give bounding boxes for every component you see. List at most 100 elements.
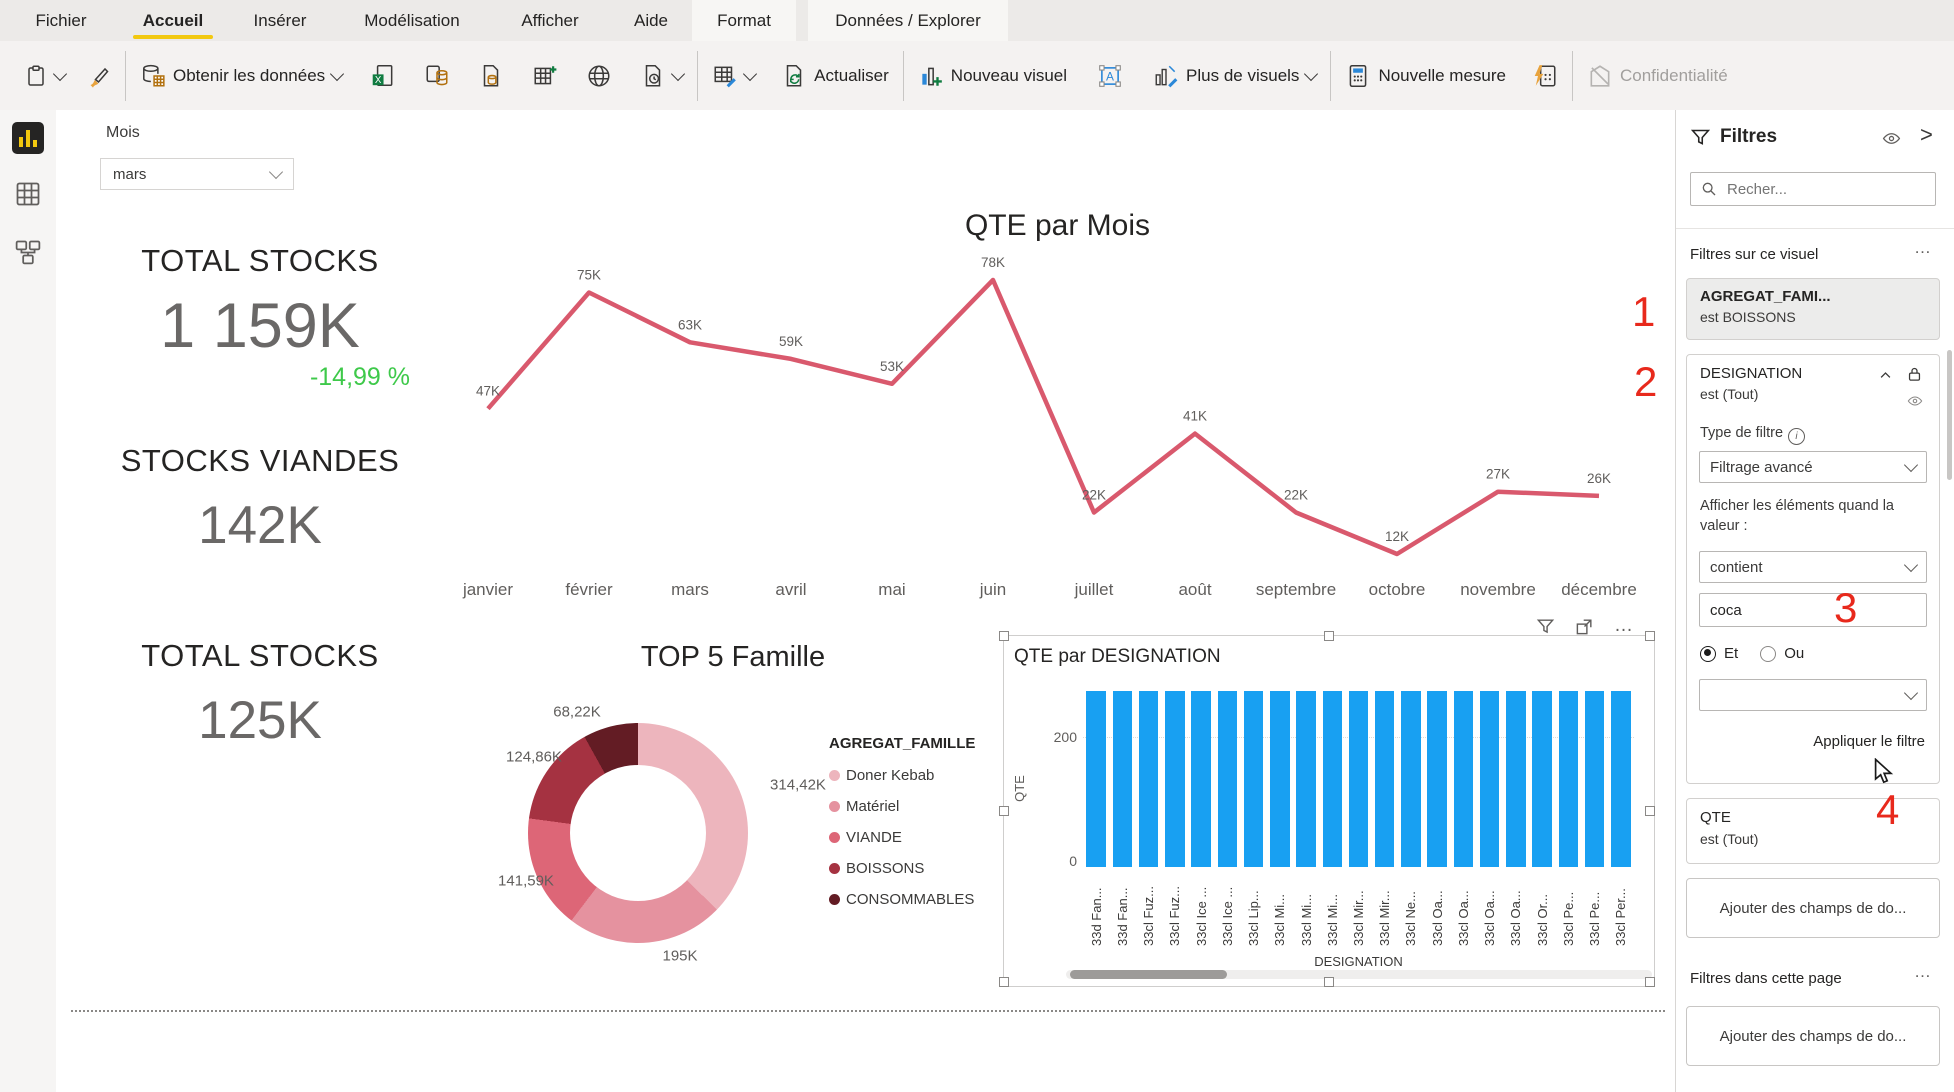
paste-button[interactable] — [24, 64, 65, 88]
refresh-icon — [781, 63, 807, 89]
legend-item[interactable]: VIANDE — [829, 822, 975, 853]
quick-measure-button[interactable] — [1532, 63, 1558, 89]
section-more-icon[interactable]: … — [1914, 238, 1931, 258]
data-point-label: 22K — [1082, 487, 1106, 502]
annotation-4: 4 — [1876, 786, 1899, 834]
tab-donnees-explorer[interactable]: Données / Explorer — [808, 0, 1008, 41]
info-icon: i — [1788, 428, 1805, 445]
kpi-total-stocks2-title: TOTAL STOCKS — [90, 638, 430, 674]
focus-mode-icon[interactable] — [1575, 617, 1594, 636]
chevron-up-icon[interactable] — [1878, 368, 1893, 383]
filter-funnel-icon[interactable] — [1536, 617, 1555, 636]
model-view-button[interactable] — [14, 238, 42, 271]
chevron-down-icon — [743, 66, 757, 80]
tab-inserer[interactable]: Insérer — [243, 0, 317, 41]
eye-icon[interactable] — [1882, 129, 1901, 148]
section-more-icon[interactable]: … — [1914, 962, 1931, 982]
panel-divider — [1676, 228, 1954, 229]
filter-value-input[interactable] — [1699, 593, 1927, 627]
report-view-icon — [12, 122, 44, 154]
x-axis-month-label: février — [565, 580, 613, 599]
filter-card-designation[interactable]: DESIGNATION est (Tout) Type de filtrei F… — [1686, 354, 1940, 784]
bar-chart-scrollbar-thumb[interactable] — [1070, 970, 1227, 979]
tab-aide[interactable]: Aide — [626, 0, 676, 41]
eye-icon[interactable] — [1907, 393, 1923, 409]
tab-afficher[interactable]: Afficher — [508, 0, 592, 41]
dataverse-button[interactable] — [424, 63, 450, 89]
recent-sources-button[interactable] — [640, 63, 683, 89]
month-slicer-dropdown[interactable]: mars — [100, 158, 294, 190]
filters-funnel-icon — [1690, 127, 1711, 148]
apply-filter-link[interactable]: Appliquer le filtre — [1813, 733, 1925, 750]
resize-handle-ne[interactable] — [1645, 631, 1655, 641]
data-point-label: 63K — [678, 317, 702, 332]
filter-search-input[interactable] — [1725, 180, 1909, 199]
data-point-label: 53K — [880, 359, 904, 374]
more-options-icon[interactable]: … — [1614, 615, 1635, 637]
tab-format[interactable]: Format — [692, 0, 796, 41]
legend-item[interactable]: Matériel — [829, 791, 975, 822]
resize-handle-e[interactable] — [1645, 806, 1655, 816]
filter-condition: est (Tout) — [1700, 386, 1939, 402]
powerbi-app: { "ribbon": { "tabs": [ {"label": "Fichi… — [0, 0, 1954, 1092]
resize-handle-sw[interactable] — [999, 977, 1009, 987]
sql-server-button[interactable] — [478, 63, 504, 89]
legend-swatch — [829, 863, 840, 874]
new-visual-button[interactable]: Nouveau visuel — [918, 63, 1067, 89]
filter-type-select[interactable]: Filtrage avancé — [1699, 451, 1927, 483]
filter-card-qte[interactable]: QTE est (Tout) — [1686, 798, 1940, 864]
resize-handle-s[interactable] — [1324, 977, 1334, 987]
data-point-label: 78K — [981, 255, 1005, 270]
toolbar-separator — [1572, 51, 1573, 101]
radio-or[interactable] — [1760, 646, 1776, 662]
refresh-button[interactable]: Actualiser — [781, 63, 889, 89]
x-axis-month-label: mai — [878, 580, 905, 599]
chevron-down-icon — [1304, 66, 1318, 80]
datasets-button[interactable] — [586, 63, 612, 89]
transform-data-button[interactable] — [712, 63, 755, 89]
format-painter-button[interactable] — [87, 64, 111, 88]
line-chart-visual[interactable]: QTE par Mois 47Kjanvier75Kfévrier63Kmars… — [450, 205, 1665, 605]
slicer-title: Mois — [106, 124, 140, 142]
bar-x-label: 33cl Mi... — [1325, 874, 1340, 946]
report-view-button[interactable] — [12, 122, 44, 159]
annotation-3: 3 — [1834, 584, 1857, 632]
radio-and[interactable] — [1700, 646, 1716, 662]
add-fields-button[interactable]: Ajouter des champs de do... — [1686, 878, 1940, 938]
excel-import-button[interactable]: X — [370, 63, 396, 89]
legend-item[interactable]: BOISSONS — [829, 853, 975, 884]
mouse-cursor — [1872, 758, 1896, 786]
chevron-down-icon — [1904, 558, 1918, 572]
bar-chart-visual[interactable]: QTE par DESIGNATION 200 0 QTE 33d Fan...… — [1003, 635, 1655, 987]
resize-handle-w[interactable] — [999, 806, 1009, 816]
panel-scrollbar-thumb[interactable] — [1947, 350, 1952, 480]
donut-hole — [570, 765, 706, 901]
legend-item[interactable]: Doner Kebab — [829, 760, 975, 791]
new-measure-button[interactable]: Nouvelle mesure — [1345, 63, 1506, 89]
second-operator-select[interactable] — [1699, 679, 1927, 711]
data-view-button[interactable] — [14, 180, 42, 213]
operator-select[interactable]: contient — [1699, 551, 1927, 583]
text-box-button[interactable]: A — [1097, 63, 1123, 89]
data-point-label: 27K — [1486, 467, 1510, 482]
bar-x-label: 33cl Lip... — [1246, 874, 1261, 946]
resize-handle-se[interactable] — [1645, 977, 1655, 987]
chevron-down-icon — [269, 165, 283, 179]
tab-modelisation[interactable]: Modélisation — [350, 0, 474, 41]
tab-fichier[interactable]: Fichier — [30, 0, 92, 41]
get-data-button[interactable]: Obtenir les données — [140, 63, 342, 89]
legend-label: Matériel — [846, 798, 899, 815]
add-fields-button-page[interactable]: Ajouter des champs de do... — [1686, 1006, 1940, 1066]
legend-item[interactable]: CONSOMMABLES — [829, 884, 975, 915]
resize-handle-n[interactable] — [1324, 631, 1334, 641]
lock-icon[interactable] — [1906, 366, 1923, 383]
collapse-panel-icon[interactable]: > — [1920, 122, 1933, 148]
filter-card-agregat[interactable]: AGREGAT_FAMI... est BOISSONS — [1686, 278, 1940, 340]
x-axis-month-label: août — [1178, 580, 1211, 599]
filter-field-name: DESIGNATION — [1700, 365, 1939, 382]
filter-search-box[interactable] — [1690, 172, 1936, 206]
enter-data-button[interactable] — [532, 63, 558, 89]
data-point-label: 59K — [779, 334, 803, 349]
resize-handle-nw[interactable] — [999, 631, 1009, 641]
more-visuals-button[interactable]: Plus de visuels — [1153, 63, 1316, 89]
